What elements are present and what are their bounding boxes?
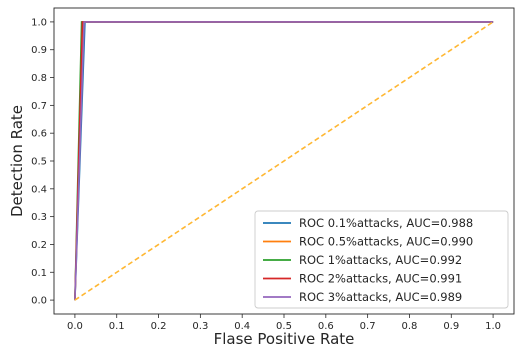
- x-axis-ticks: 0.0 0.1 0.2 0.3 0.4 0.5 0.6 0.7 0.8 0.9 1.0: [67, 314, 501, 332]
- x-tick-label: 0.1: [109, 321, 125, 332]
- y-tick-label: 0.5: [31, 157, 47, 168]
- roc-series-line-5: [74, 21, 494, 301]
- legend-label: ROC 2%attacks, AUC=0.991: [299, 272, 462, 286]
- y-tick-label: 0.9: [31, 45, 47, 56]
- y-tick-label: 0.4: [31, 184, 47, 195]
- y-axis-label: Detection Rate: [8, 105, 26, 217]
- x-tick-label: 0.0: [67, 321, 83, 332]
- plot-lines: [74, 21, 494, 301]
- y-tick-label: 0.7: [31, 101, 47, 112]
- x-tick-label: 1.0: [485, 321, 501, 332]
- legend-label: ROC 0.5%attacks, AUC=0.990: [299, 235, 473, 249]
- y-tick-label: 0.0: [31, 296, 47, 307]
- x-tick-label: 0.4: [234, 321, 250, 332]
- x-tick-label: 0.7: [360, 321, 376, 332]
- x-tick-label: 0.8: [402, 321, 418, 332]
- legend-label: ROC 3%attacks, AUC=0.989: [299, 290, 462, 304]
- y-tick-label: 0.3: [31, 212, 47, 223]
- x-tick-label: 0.6: [318, 321, 334, 332]
- legend-box: [254, 210, 509, 309]
- x-axis-label: Flase Positive Rate: [214, 330, 355, 348]
- legend-label: ROC 1%attacks, AUC=0.992: [299, 253, 462, 267]
- x-tick-label: 0.5: [276, 321, 292, 332]
- random-guess-line: [74, 21, 494, 301]
- x-tick-label: 0.9: [443, 321, 459, 332]
- y-axis-ticks: 0.0 0.1 0.2 0.3 0.4 0.5 0.6 0.7 0.8 0.9 1.0: [31, 17, 54, 307]
- legend: ROC 0.1%attacks, AUC=0.988 ROC 0.5%attack…: [254, 210, 509, 309]
- y-tick-label: 0.1: [31, 268, 47, 279]
- y-tick-label: 1.0: [31, 17, 47, 28]
- x-tick-label: 0.2: [151, 321, 167, 332]
- y-tick-label: 0.8: [31, 73, 47, 84]
- legend-label: ROC 0.1%attacks, AUC=0.988: [299, 216, 473, 230]
- y-tick-label: 0.2: [31, 240, 47, 251]
- y-tick-label: 0.6: [31, 129, 47, 140]
- x-tick-label: 0.3: [192, 321, 208, 332]
